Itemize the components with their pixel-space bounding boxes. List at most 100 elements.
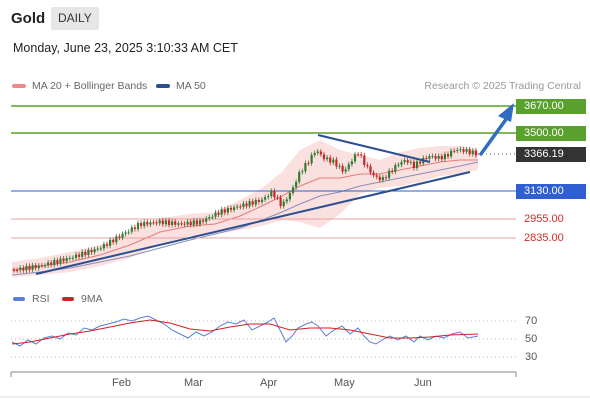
candle-body [68,258,71,260]
candle-body [133,227,136,230]
candle-body [474,150,477,156]
resistance-trendline [317,134,431,163]
candle-body [186,221,189,225]
candle-body [363,155,366,166]
candle-body [381,177,384,181]
candle-body [307,163,310,165]
candle-body [205,218,208,222]
candle-body [341,165,344,172]
candle-body [146,221,149,225]
candle-body [115,236,118,243]
ma20-label: MA 20 + Bollinger Bands [32,80,148,92]
candle-body [412,161,415,169]
9ma-swatch [62,297,74,301]
candle-body [22,267,25,271]
level-label-r1: 3500.00 [516,126,586,141]
candle-body [109,239,112,246]
candle-body [270,190,273,197]
candle-body [415,161,419,169]
candle-body [195,220,198,225]
candle-body [34,265,37,269]
candle-body [149,222,152,225]
candle-body [428,156,431,159]
level-label-r2: 3670.00 [516,99,586,114]
legend-ma20: MA 20 + Bollinger Bands [12,80,147,92]
candle-body [313,152,316,155]
candle-body [400,162,403,165]
candle-body [53,260,56,265]
candle-body [319,151,322,155]
candle-body [239,206,242,208]
candle-body [28,265,31,270]
candle-body [254,199,257,205]
candle-body [465,149,468,152]
candle-body [338,165,341,167]
candle-body [245,203,248,207]
candle-body [62,258,65,262]
candle-body [425,157,428,159]
candle-body [56,260,59,264]
candle-body [242,203,245,207]
candle-body [419,161,422,164]
candle-body [369,166,372,173]
candle-body [282,201,285,207]
level-label-s2: 2955.00 [524,213,564,225]
candle-body [332,159,335,163]
candle-body [257,199,260,202]
candle-body [59,258,62,264]
candle-body [431,155,434,157]
candle-body [360,154,363,156]
candle-body [217,212,220,215]
candle-body [90,249,93,253]
candle-body [357,154,360,156]
candle-body [37,265,40,269]
candle-body [310,154,313,164]
candle-body [143,221,146,227]
candle-body [16,270,19,272]
legend-ma50: MA 50 [156,80,206,92]
candle-body [406,160,409,163]
candle-body [155,222,158,224]
ma50-swatch [156,84,170,88]
candle-body [12,270,16,271]
candle-body [344,169,347,172]
candle-body [471,150,474,155]
instrument-title: Gold [11,10,46,27]
candle-body [403,160,406,163]
candle-body [372,172,375,176]
candle-body [192,220,195,225]
candle-body [260,199,264,202]
candle-body [112,239,115,243]
candlesticks [12,146,477,273]
candle-body [105,244,109,246]
candle-body [301,171,304,173]
candle-body [78,254,81,257]
candle-body [99,248,102,250]
legend-9ma: 9MA [62,293,103,305]
candle-body [443,154,446,160]
candle-body [31,265,34,270]
candle-body [71,257,74,259]
candle-body [409,161,412,163]
candle-body [40,265,43,267]
candle-body [81,251,84,257]
month-feb: Feb [112,377,131,389]
candle-body [267,196,270,198]
candle-body [440,155,443,160]
month-mar: Mar [184,377,203,389]
candle-body [130,227,133,232]
candle-body [177,223,180,225]
candle-body [251,201,254,205]
candle-body [124,232,127,234]
candle-body [285,199,288,202]
research-credit: Research © 2025 Trading Central [424,80,581,92]
candle-body [140,223,143,227]
ma20-swatch [12,84,26,88]
candle-body [446,154,450,157]
candle-body [388,170,391,179]
candle-body [273,190,276,198]
timeframe-badge[interactable]: DAILY [51,7,99,30]
candle-body [102,244,105,249]
candle-body [161,220,164,225]
month-jun: Jun [414,377,432,389]
